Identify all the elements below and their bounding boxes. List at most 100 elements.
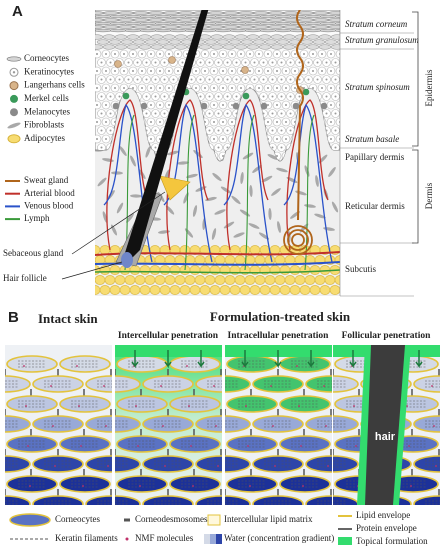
corneocyte bbox=[162, 18, 180, 22]
label: NMF molecules bbox=[135, 533, 194, 543]
corneocyte bbox=[0, 476, 4, 492]
nucleus bbox=[150, 70, 152, 72]
corneocyte bbox=[132, 25, 150, 29]
nucleus bbox=[280, 61, 283, 64]
nucleus bbox=[145, 61, 148, 64]
nucleus bbox=[132, 53, 134, 55]
nucleus bbox=[195, 87, 197, 89]
granular-cell bbox=[120, 39, 134, 45]
nucleus bbox=[159, 104, 161, 106]
corneocyte bbox=[252, 495, 304, 505]
adipocyte bbox=[204, 255, 216, 265]
fibroblast bbox=[331, 201, 339, 213]
nucleus bbox=[118, 78, 121, 81]
fibroblast bbox=[240, 172, 244, 184]
nucleus bbox=[307, 61, 310, 64]
fibroblast bbox=[126, 213, 134, 223]
label: Stratum spinosum bbox=[345, 82, 410, 92]
vein bbox=[223, 103, 273, 263]
adipocyte bbox=[209, 285, 221, 295]
nmf bbox=[164, 465, 166, 467]
corneocyte bbox=[124, 14, 142, 19]
keratinocyte bbox=[335, 100, 340, 110]
nmf bbox=[137, 445, 139, 447]
melanocyte bbox=[140, 102, 148, 110]
adipocyte bbox=[199, 285, 211, 295]
adipocyte bbox=[254, 275, 266, 285]
nucleus bbox=[222, 155, 224, 157]
nucleus bbox=[339, 121, 340, 123]
nucleus bbox=[344, 164, 346, 166]
nucleus bbox=[177, 53, 179, 55]
arrow bbox=[415, 350, 423, 369]
granular-cell bbox=[216, 39, 230, 45]
granular-cell bbox=[246, 44, 260, 50]
adipocyte bbox=[194, 255, 206, 265]
corneocyte bbox=[267, 11, 285, 15]
keratinocyte bbox=[335, 83, 340, 93]
adipocyte bbox=[129, 265, 141, 275]
corneocyte bbox=[274, 14, 292, 19]
corneocyte bbox=[139, 28, 157, 33]
fibroblast bbox=[328, 167, 336, 177]
granular-cell bbox=[210, 34, 224, 40]
nmf bbox=[410, 485, 412, 487]
label: Langerhans cells bbox=[24, 80, 85, 90]
nucleus bbox=[280, 78, 283, 81]
corneocyte bbox=[109, 14, 127, 19]
nucleus bbox=[226, 112, 229, 115]
nmf bbox=[1, 465, 3, 467]
granular-cell bbox=[95, 34, 104, 40]
adipocyte bbox=[95, 285, 101, 295]
fibroblast bbox=[248, 223, 260, 229]
nucleus bbox=[163, 61, 166, 64]
label: Epidermis bbox=[424, 69, 434, 106]
adipocyte bbox=[234, 275, 246, 285]
nmf bbox=[105, 425, 107, 427]
nmf bbox=[3, 505, 5, 507]
nucleus bbox=[96, 138, 98, 140]
nucleus bbox=[159, 53, 161, 55]
nmf bbox=[0, 425, 1, 427]
adipocyte bbox=[279, 285, 291, 295]
corneocyte bbox=[169, 21, 187, 26]
nucleus bbox=[271, 95, 274, 98]
arrow bbox=[197, 350, 205, 369]
nucleus bbox=[280, 112, 283, 115]
adipocyte bbox=[184, 275, 196, 285]
nucleus bbox=[312, 53, 314, 55]
corneocyte bbox=[139, 14, 157, 19]
nmf bbox=[406, 405, 408, 407]
nucleus bbox=[150, 87, 152, 89]
nmf bbox=[296, 365, 298, 367]
nucleus bbox=[289, 95, 292, 98]
nucleus bbox=[280, 95, 283, 98]
corneocyte bbox=[162, 11, 180, 15]
corneocyte bbox=[312, 25, 330, 29]
label: Lipid envelope bbox=[356, 510, 410, 520]
nucleus bbox=[168, 70, 170, 72]
corneocyte bbox=[95, 14, 112, 19]
nucleus bbox=[330, 70, 332, 72]
nmf bbox=[272, 425, 274, 427]
granular-cell bbox=[264, 39, 278, 45]
granular-cell bbox=[150, 34, 164, 40]
bracket bbox=[412, 11, 419, 147]
nucleus bbox=[226, 61, 229, 64]
nucleus bbox=[325, 61, 328, 64]
melanocyte bbox=[292, 102, 300, 110]
nucleus bbox=[289, 112, 292, 115]
granular-cell bbox=[96, 39, 110, 45]
corneocyte bbox=[259, 14, 277, 19]
nucleus bbox=[325, 78, 328, 81]
adipocyte bbox=[309, 265, 321, 275]
nmf bbox=[56, 505, 58, 507]
nucleus bbox=[199, 95, 202, 98]
corneocyte bbox=[117, 25, 135, 29]
fibroblast bbox=[220, 186, 232, 194]
nmf bbox=[139, 485, 141, 487]
adipocyte bbox=[304, 275, 316, 285]
granular-cell bbox=[318, 34, 332, 40]
nmf bbox=[437, 505, 439, 507]
